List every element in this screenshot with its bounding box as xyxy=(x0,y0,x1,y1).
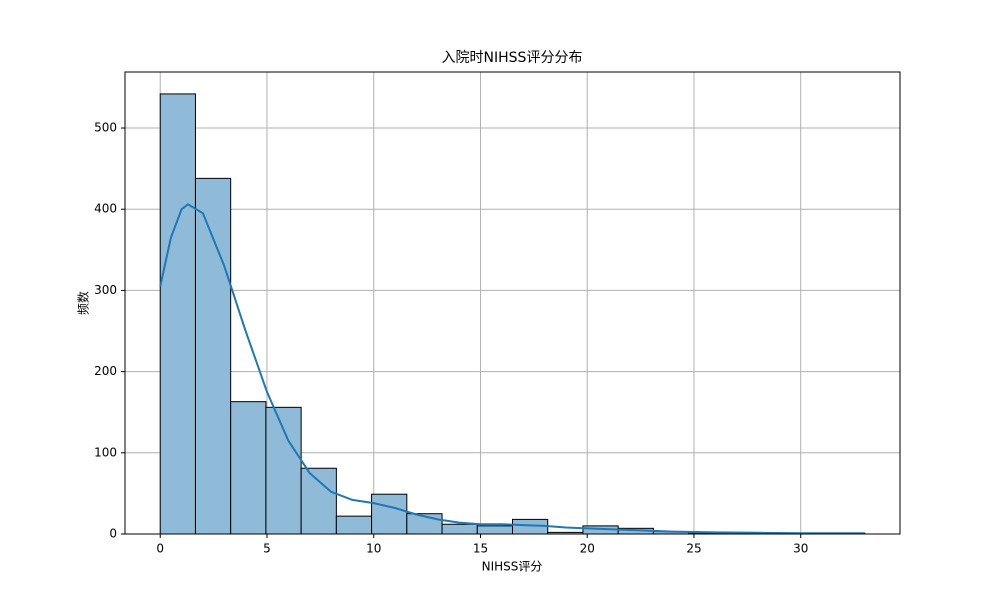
y-tick-label: 400 xyxy=(94,202,117,216)
bar xyxy=(265,406,302,535)
y-axis-label: 频数 xyxy=(76,291,91,315)
bar xyxy=(335,515,373,535)
bar xyxy=(194,177,232,535)
plot-frame xyxy=(124,71,901,535)
x-tick-label: 0 xyxy=(156,542,164,556)
x-tick-label: 30 xyxy=(793,542,808,556)
x-tick-label: 5 xyxy=(263,542,271,556)
chart-title: 入院时NIHSS评分分布 xyxy=(442,50,583,66)
y-tick-label: 0 xyxy=(109,527,117,541)
x-axis-label: NIHSS评分 xyxy=(482,560,543,574)
bar xyxy=(300,467,337,535)
y-tick-label: 500 xyxy=(94,121,117,135)
y-tick-label: 200 xyxy=(94,364,117,378)
bar xyxy=(476,525,514,535)
kde-line xyxy=(159,203,865,535)
bar xyxy=(230,401,267,535)
bar xyxy=(159,93,196,535)
x-tick-label: 15 xyxy=(473,542,488,556)
x-tick-label: 10 xyxy=(366,542,381,556)
y-tick-label: 300 xyxy=(94,283,117,297)
bar xyxy=(371,493,408,535)
x-tick-label: 25 xyxy=(686,542,701,556)
bar xyxy=(441,523,478,535)
y-tick-label: 100 xyxy=(94,445,117,459)
x-tick-label: 20 xyxy=(580,542,595,556)
